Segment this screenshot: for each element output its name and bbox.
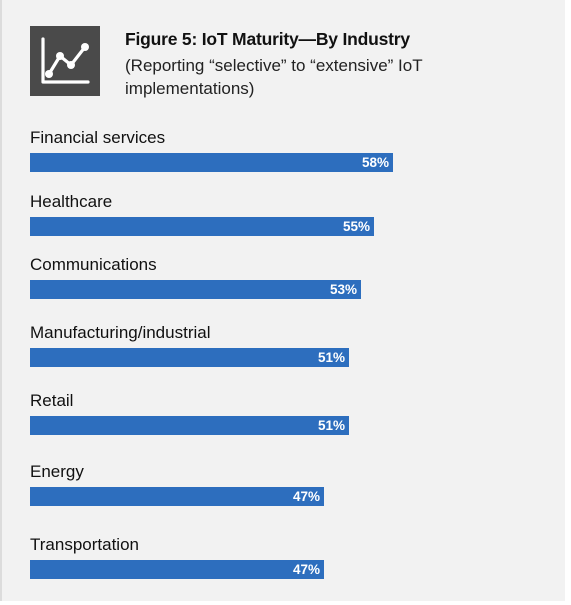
category-label: Manufacturing/industrial [30,323,211,342]
category-label: Retail [30,391,74,410]
bar-value-label: 51% [317,418,345,433]
bar-value-label: 47% [292,562,320,577]
bar: 58% [30,153,393,172]
bar-value-label: 51% [317,350,345,365]
category-label: Energy [30,462,84,481]
bottom-border [0,601,571,605]
chart-subtitle: (Reporting “selective” to “extensive” Io… [125,56,423,98]
category-label: Healthcare [30,192,113,211]
bar: 47% [30,487,324,506]
bar-value-label: 55% [342,219,370,234]
bar-value-label: 58% [361,155,389,170]
line-chart-icon [30,26,100,96]
bar-value-label: 53% [329,282,357,297]
bar: 51% [30,348,349,367]
bar: 53% [30,280,361,299]
category-label: Transportation [30,535,139,554]
chart-title: Figure 5: IoT Maturity—By Industry [125,29,410,49]
bar-value-label: 47% [292,489,320,504]
category-label: Financial services [30,128,166,147]
bar: 55% [30,217,374,236]
category-label: Communications [30,255,157,274]
bar: 51% [30,416,349,435]
bar: 47% [30,560,324,579]
